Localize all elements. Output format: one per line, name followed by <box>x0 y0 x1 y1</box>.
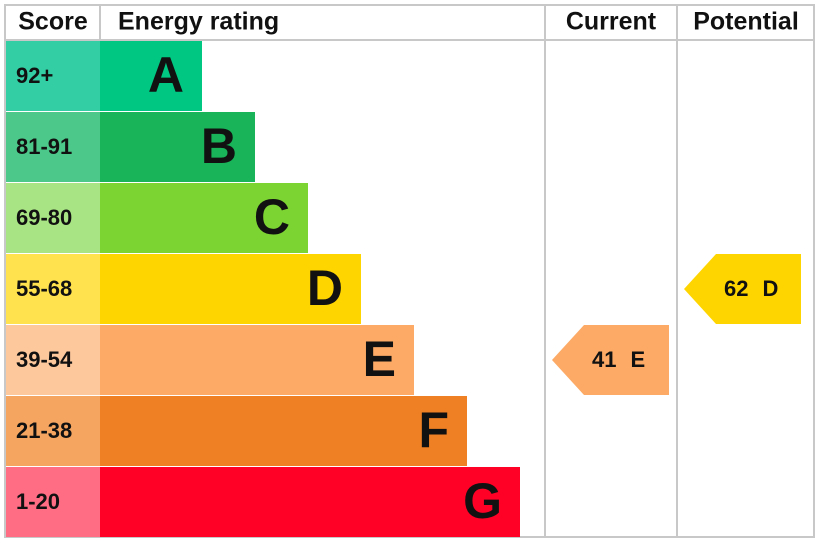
rating-letter: E <box>363 331 396 387</box>
score-range: 55-68 <box>16 276 72 301</box>
potential-letter: D <box>763 276 779 301</box>
score-cell <box>6 467 100 537</box>
score-cell <box>6 254 100 324</box>
score-header: Score <box>18 8 88 36</box>
potential-arrow <box>684 254 801 324</box>
rating-letter: C <box>254 189 290 245</box>
rating-bar <box>100 112 255 182</box>
rating-letter: F <box>418 402 449 458</box>
rating-header: Energy rating <box>118 8 279 36</box>
potential-header: Potential <box>693 8 799 36</box>
rating-bar <box>100 254 361 324</box>
score-range: 81-91 <box>16 134 72 159</box>
rating-bar <box>100 183 308 253</box>
current-letter: E <box>631 347 646 372</box>
score-cell <box>6 112 100 182</box>
rating-bar <box>100 467 520 537</box>
rating-bar <box>100 396 467 466</box>
rating-letter: A <box>148 47 184 103</box>
score-range: 39-54 <box>16 347 73 372</box>
current-header: Current <box>566 8 657 36</box>
score-cell <box>6 183 100 253</box>
score-cell <box>6 396 100 466</box>
score-range: 92+ <box>16 63 53 88</box>
score-range: 69-80 <box>16 205 72 230</box>
rating-bar <box>100 41 202 111</box>
rating-letter: B <box>201 118 237 174</box>
rating-letter: G <box>463 473 502 529</box>
rating-letter: D <box>307 260 343 316</box>
rating-bar <box>100 325 414 395</box>
potential-score: 62 <box>724 276 748 301</box>
score-cell <box>6 325 100 395</box>
score-range: 21-38 <box>16 418 72 443</box>
score-cell <box>6 41 100 111</box>
current-score: 41 <box>592 347 616 372</box>
current-arrow <box>552 325 669 395</box>
score-range: 1-20 <box>16 489 60 514</box>
